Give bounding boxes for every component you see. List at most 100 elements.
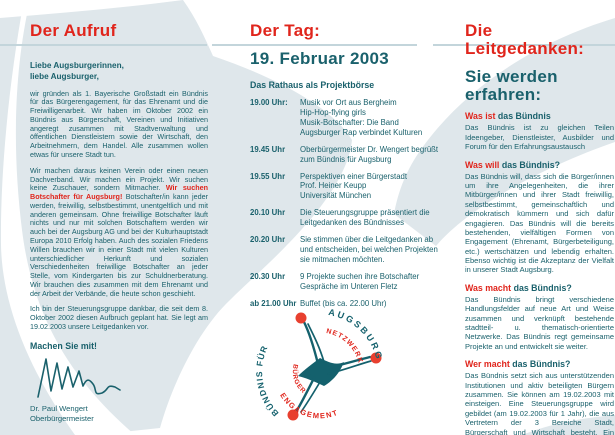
appeal-heading: Der Aufruf — [30, 21, 117, 40]
principles-heading: Die Leitgedanken: — [465, 21, 585, 58]
schedule-time: 20.20 Uhr — [250, 235, 286, 245]
signer-title: Oberbürgermeister — [30, 413, 94, 423]
section-question: Was macht — [465, 282, 512, 293]
schedule-description: Oberbürgermeister Dr. Wengert begrüßt zu… — [300, 145, 442, 165]
appeal-paragraph-2: Wir machen daraus keinen Verein oder ein… — [30, 165, 208, 299]
schedule-time: 19.45 Uhr — [250, 144, 286, 154]
logo-star — [287, 312, 382, 421]
schedule-row: 19.55 Uhr Perspektiven einer Bürgerstadt… — [250, 172, 442, 202]
schedule: 19.00 Uhr: Musik vor Ort aus Bergheim Hi… — [250, 98, 442, 309]
schedule-line: sie mitmachen möchten. — [300, 255, 385, 265]
logo-arm — [327, 360, 372, 375]
salutation-line2: liebe Augsburger, — [30, 71, 99, 81]
signer-name: Dr. Paul Wengert — [30, 403, 88, 413]
section-heading-rest: das Bündnis — [495, 111, 551, 122]
principles-section: Was ist das Bündnis Das Bündnis ist zu g… — [465, 111, 614, 151]
program-subheading: Das Rathaus als Projektbörse — [250, 79, 375, 90]
header-rule-middle — [212, 44, 417, 46]
section-heading-rest: das Bündnis? — [511, 282, 572, 293]
schedule-description: Musik vor Ort aus Bergheim Hip-Hop-flyin… — [300, 98, 442, 138]
logo-arm — [294, 376, 316, 414]
schedule-row: 19.00 Uhr: Musik vor Ort aus Bergheim Hi… — [250, 98, 442, 138]
paragraph-2-pre: Wir machen daraus keinen Verein oder ein… — [30, 165, 208, 193]
logo-arm — [300, 381, 321, 413]
schedule-line: Musik-Botschafter: Die Band — [300, 117, 399, 127]
schedule-row: 20.20 Uhr Sie stimmen über die Leitgedan… — [250, 235, 442, 265]
section-question: Was will — [465, 159, 500, 170]
section-heading: Was will das Bündnis? — [465, 160, 614, 170]
event-date: 19. Februar 2003 — [250, 48, 389, 68]
schedule-row: ab 21.00 Uhr Buffet (bis ca. 22.00 Uhr) — [250, 299, 442, 309]
section-question: Wer macht — [465, 359, 510, 370]
schedule-line: Leitgedanken des Bündnisses — [300, 218, 405, 228]
logo-dot — [370, 352, 382, 364]
schedule-line: und entscheiden, bei welchen Projekten — [300, 245, 438, 255]
schedule-row: 20.30 Uhr 9 Projekte suchen ihre Botscha… — [250, 272, 442, 292]
schedule-line: Die Steuerungsgruppe präsentiert die — [300, 208, 430, 218]
schedule-line: Musik vor Ort aus Bergheim — [300, 97, 397, 107]
appeal-paragraph-3: Ich bin der Steuerungsgruppe dankbar, di… — [30, 304, 208, 332]
column-program: Der Tag: 19. Februar 2003 Das Rathaus al… — [250, 22, 442, 316]
section-body: Das Bündnis will, dass sich die Bürger/i… — [465, 171, 614, 275]
logo-center — [310, 362, 330, 382]
logo-text-netzwerk: NETZWERK — [325, 328, 363, 365]
schedule-line: Prof. Heiner Keupp — [300, 181, 367, 191]
logo-arm — [302, 320, 320, 366]
logo-dot — [287, 409, 299, 421]
logo-dot — [295, 312, 307, 324]
schedule-line: Sie stimmen über die Leitgedanken ab — [300, 235, 434, 245]
principles-section: Wer macht das Bündnis? Das Bündnis setzt… — [465, 359, 614, 435]
schedule-description: Perspektiven einer Bürgerstadt Prof. Hei… — [300, 172, 442, 202]
buendnis-fuer-augsburg-logo: BÜNDNIS FÜR AUGSBURG NETZWERK BÜRGER ENG… — [254, 307, 382, 421]
logo-arm — [307, 323, 325, 363]
logo-arm — [326, 355, 372, 370]
schedule-description: Die Steuerungsgruppe präsentiert die Lei… — [300, 208, 442, 228]
schedule-line: Hip-Hop-flying girls — [300, 107, 366, 117]
schedule-line: zum Bündnis für Augsburg — [300, 154, 392, 164]
schedule-time: ab 21.00 Uhr — [250, 299, 297, 309]
schedule-description: 9 Projekte suchen ihre Botschafter Gespr… — [300, 272, 442, 292]
day-heading: Der Tag: — [250, 21, 321, 40]
section-body: Das Bündnis bringt verschiedene Handlung… — [465, 294, 614, 351]
section-question: Was ist — [465, 111, 496, 122]
schedule-time: 19.00 Uhr: — [250, 97, 288, 107]
schedule-line: 9 Projekte suchen ihre Botschafter — [300, 272, 420, 282]
logo-text-buerger: BÜRGER — [291, 363, 307, 395]
header-rule-left — [0, 44, 207, 46]
section-body: Das Bündnis ist zu gleichen Teilen Ideen… — [465, 123, 614, 152]
section-body: Das Bündnis setzt sich aus unterstützend… — [465, 371, 614, 435]
schedule-description: Sie stimmen über die Leitgedanken ab und… — [300, 235, 442, 265]
header-rule-right — [433, 44, 615, 46]
section-heading: Was ist das Bündnis — [465, 111, 614, 121]
schedule-description: Buffet (bis ca. 22.00 Uhr) — [300, 299, 442, 309]
signature-scribble — [37, 358, 121, 398]
schedule-line: Gespräche im Unteren Fletz — [300, 282, 398, 292]
schedule-line: Augsburger Rap verbindet Kulturen — [300, 127, 423, 137]
schedule-line: Perspektiven einer Bürgerstadt — [300, 171, 408, 181]
schedule-line: Oberbürgermeister Dr. Wengert begrüßt — [300, 144, 439, 154]
logo-text-engagement: ENGAGEMENT — [278, 391, 339, 420]
call-to-action: Machen Sie mit! — [30, 340, 97, 351]
column-principles: Die Leitgedanken: Sie werden erfahren: W… — [465, 22, 614, 435]
schedule-time: 19.55 Uhr — [250, 171, 286, 181]
schedule-line: Buffet (bis ca. 22.00 Uhr) — [300, 299, 387, 309]
schedule-row: 20.10 Uhr Die Steuerungsgruppe präsentie… — [250, 208, 442, 228]
salutation: Liebe Augsburgerinnen, liebe Augsburger, — [30, 61, 208, 83]
section-heading-rest: das Bündnis? — [499, 159, 560, 170]
column-appeal: Der Aufruf Liebe Augsburgerinnen, liebe … — [30, 22, 208, 424]
paragraph-2-highlight: Wir suchen Botschafter für Augsburg! — [30, 183, 208, 202]
principles-section: Was will das Bündnis? Das Bündnis will, … — [465, 160, 614, 275]
schedule-line: Universität München — [300, 191, 372, 201]
section-heading: Was macht das Bündnis? — [465, 283, 614, 293]
principles-subheading: Sie werden erfahren: — [465, 66, 558, 104]
appeal-paragraph-1: wir gründen als 1. Bayerische Großstadt … — [30, 88, 208, 159]
salutation-line1: Liebe Augsburgerinnen, — [30, 60, 124, 70]
schedule-time: 20.30 Uhr — [250, 272, 286, 282]
section-heading-rest: das Bündnis? — [509, 359, 571, 370]
logo-text-buendnis-fuer: BÜNDNIS FÜR — [254, 343, 280, 418]
schedule-time: 20.10 Uhr — [250, 208, 286, 218]
schedule-row: 19.45 Uhr Oberbürgermeister Dr. Wengert … — [250, 145, 442, 165]
paragraph-2-post: Botschafter/in kann jeder werden, freiwi… — [30, 192, 208, 298]
section-heading: Wer macht das Bündnis? — [465, 359, 614, 369]
